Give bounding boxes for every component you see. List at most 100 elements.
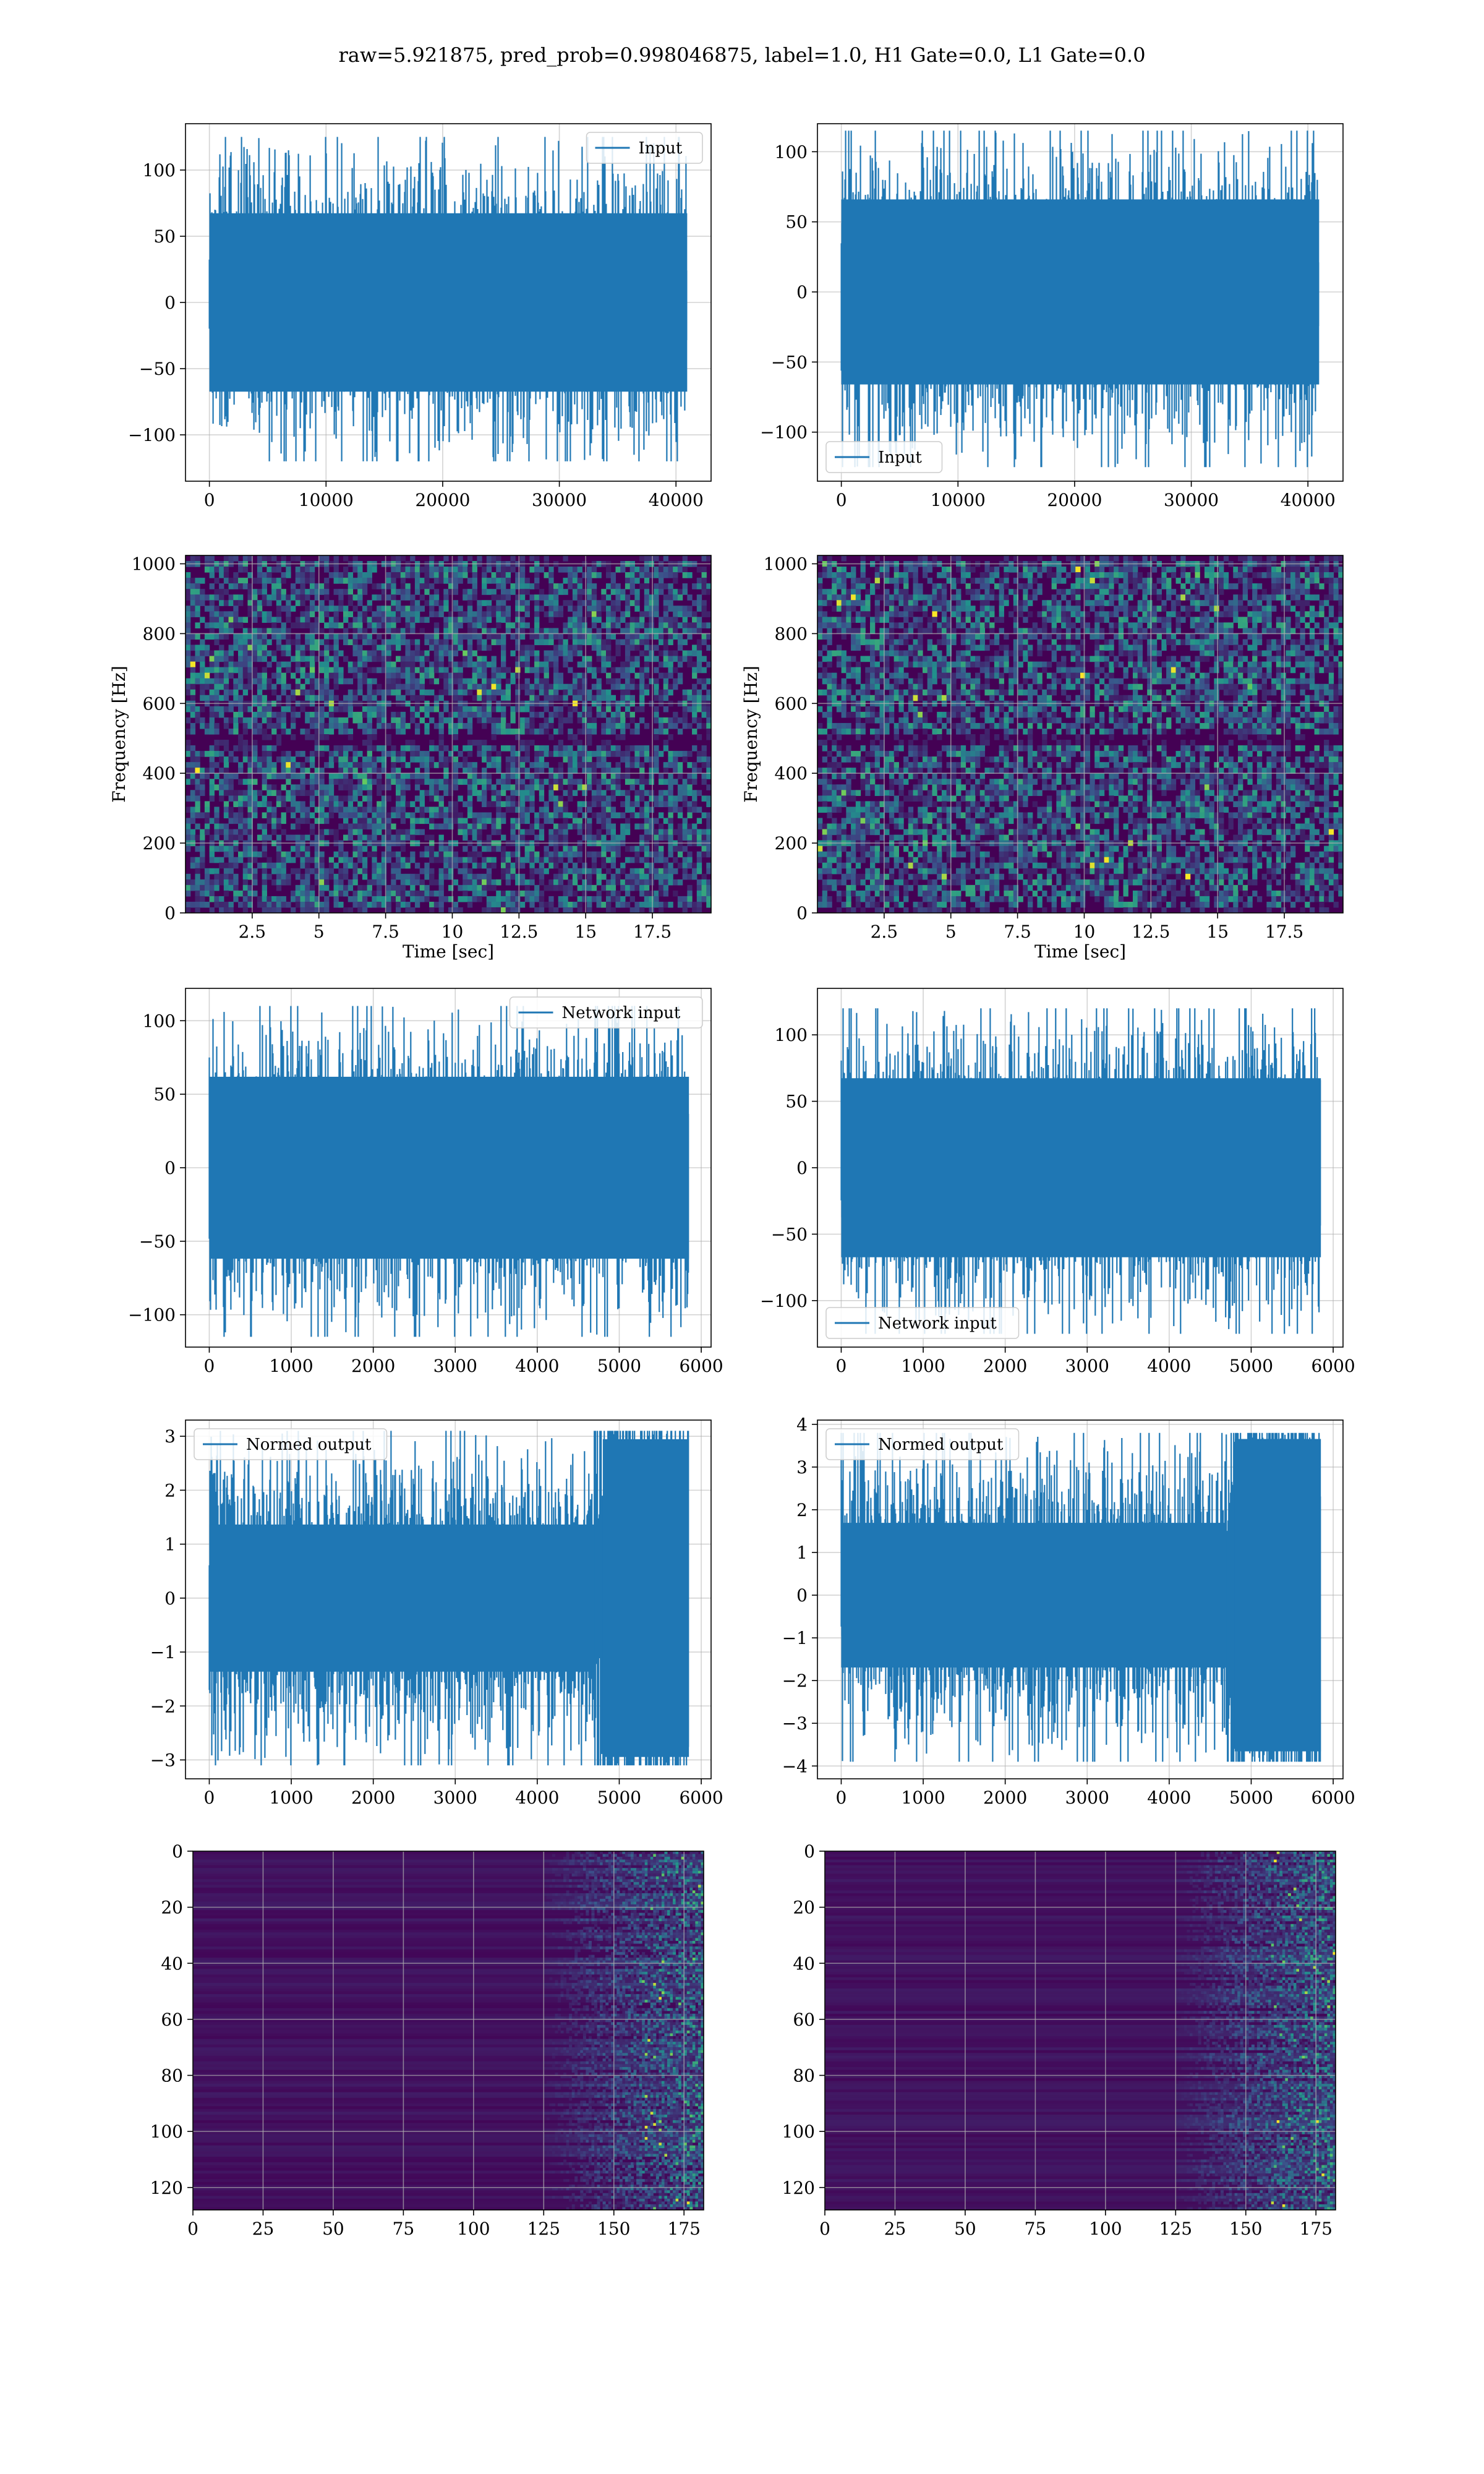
- legend: Normed output: [825, 1428, 1020, 1460]
- x-tick-label: 17.5: [1265, 922, 1303, 942]
- x-tick-label: 17.5: [633, 922, 672, 942]
- y-tick-label: 0: [796, 1158, 808, 1178]
- y-tick-label: 40: [793, 1953, 815, 1974]
- y-tick-label: 80: [161, 2066, 183, 2086]
- x-tick-label: 3000: [433, 1787, 477, 1808]
- y-tick-label: 50: [153, 226, 176, 247]
- legend: Normed output: [194, 1428, 388, 1460]
- y-tick-label: 400: [143, 763, 176, 784]
- x-tick-label: 3000: [1065, 1787, 1109, 1808]
- x-tick-label: 30000: [532, 490, 587, 510]
- y-tick-label: −3: [782, 1713, 808, 1734]
- x-tick-label: 75: [393, 2219, 415, 2239]
- y-tick-label: 50: [153, 1084, 176, 1105]
- x-tick-label: 0: [836, 490, 847, 510]
- plot-area: [817, 988, 1343, 1347]
- y-tick-label: −50: [771, 352, 808, 372]
- y-tick-label: −3: [150, 1750, 176, 1770]
- x-tick-label: 5000: [597, 1787, 641, 1808]
- y-tick-label: 600: [775, 693, 808, 714]
- y-tick-label: 3: [164, 1426, 176, 1447]
- x-tick-label: 2000: [351, 1787, 395, 1808]
- x-tick-label: 150: [1229, 2219, 1262, 2239]
- axes-frame: [817, 123, 1344, 482]
- x-tick-label: 1000: [901, 1787, 945, 1808]
- x-tick-label: 10: [1073, 922, 1096, 942]
- x-tick-label: 3000: [433, 1356, 477, 1376]
- panel-input-l1: Input 0 10000 20000 30000 40000 −100 −50 0 50 100: [760, 123, 1344, 510]
- y-tick-label: 1: [164, 1534, 176, 1555]
- panel-spec-l1: 2.5 5 7.5 10 12.5 15 17.5 0 200 400 600 800 1000 Time…: [741, 554, 1344, 962]
- y-tick-label: −100: [128, 1305, 176, 1325]
- y-tick-label: −1: [782, 1628, 808, 1648]
- x-tick-label: 175: [668, 2219, 701, 2239]
- y-tick-label: −100: [128, 425, 176, 445]
- axes-frame: [817, 555, 1344, 914]
- x-tick-label: 7.5: [1004, 922, 1031, 942]
- x-tick-label: 0: [836, 1356, 847, 1376]
- x-tick-label: 6000: [679, 1356, 723, 1376]
- plot-area: [186, 555, 711, 913]
- y-tick-label: 120: [150, 2178, 183, 2198]
- x-tick-label: 12.5: [1132, 922, 1170, 942]
- x-tick-label: 2.5: [871, 922, 898, 942]
- y-tick-label: 100: [143, 160, 176, 181]
- x-tick-label: 0: [204, 1356, 215, 1376]
- y-tick-label: 800: [775, 623, 808, 644]
- axes-frame: [192, 1851, 704, 2211]
- panel-normed-l1: Normed output 0 1000 2000 3000 4000 5000 6000 −4…: [782, 1415, 1355, 1808]
- legend-label: Input: [878, 448, 922, 467]
- x-tick-label: 1000: [901, 1356, 945, 1376]
- x-tick-label: 100: [457, 2219, 490, 2239]
- x-tick-label: 125: [527, 2219, 560, 2239]
- x-tick-label: 10000: [931, 490, 986, 510]
- x-tick-label: 50: [954, 2219, 976, 2239]
- y-tick-label: 120: [782, 2178, 815, 2198]
- y-tick-label: 60: [161, 2010, 183, 2030]
- x-tick-label: 40000: [1281, 490, 1336, 510]
- x-tick-label: 2000: [983, 1356, 1027, 1376]
- y-tick-label: 2: [796, 1500, 808, 1520]
- x-tick-label: 2000: [983, 1787, 1027, 1808]
- legend-label: Network input: [562, 1004, 681, 1022]
- figure-title: raw=5.921875, pred_prob=0.998046875, lab…: [338, 43, 1145, 67]
- legend-label: Normed output: [878, 1436, 1004, 1454]
- x-tick-label: 2000: [351, 1356, 395, 1376]
- y-tick-label: 2: [164, 1480, 176, 1500]
- axes-frame: [185, 1419, 712, 1779]
- x-tick-label: 5000: [1229, 1356, 1273, 1376]
- y-tick-label: 100: [775, 142, 808, 162]
- plot-area: [817, 1420, 1343, 1779]
- y-tick-label: 100: [782, 2121, 815, 2142]
- x-tick-label: 0: [204, 490, 215, 510]
- x-tick-label: 1000: [269, 1787, 313, 1808]
- y-tick-label: −50: [139, 359, 176, 379]
- x-tick-label: 10: [441, 922, 464, 942]
- y-tick-label: 0: [164, 293, 176, 313]
- x-tick-label: 150: [597, 2219, 630, 2239]
- y-tick-label: 50: [785, 212, 808, 233]
- x-tick-label: 0: [187, 2219, 198, 2239]
- x-axis-label: Time [sec]: [403, 941, 494, 962]
- y-tick-label: 60: [793, 2010, 815, 2030]
- x-tick-label: 0: [819, 2219, 830, 2239]
- x-tick-label: 40000: [649, 490, 704, 510]
- x-tick-label: 100: [1089, 2219, 1122, 2239]
- x-tick-label: 4000: [1147, 1787, 1191, 1808]
- x-tick-label: 30000: [1164, 490, 1219, 510]
- axes-frame: [185, 555, 712, 914]
- x-tick-label: 15: [1206, 922, 1229, 942]
- x-tick-label: 25: [884, 2219, 906, 2239]
- legend: Network input: [509, 996, 703, 1029]
- y-tick-label: −2: [782, 1671, 808, 1691]
- x-tick-label: 7.5: [372, 922, 399, 942]
- x-tick-label: 25: [252, 2219, 275, 2239]
- y-tick-label: −100: [760, 1291, 808, 1311]
- y-tick-label: −50: [771, 1224, 808, 1244]
- y-tick-label: 1: [796, 1543, 808, 1563]
- panel-feat-h1: 0 25 50 75 100 125 150 175 0 20 40 60 80 100 120: [150, 1841, 704, 2239]
- plot-area: [817, 555, 1343, 913]
- y-tick-label: 0: [796, 1585, 808, 1606]
- plot-area: [186, 1420, 711, 1779]
- y-tick-label: 800: [143, 623, 176, 644]
